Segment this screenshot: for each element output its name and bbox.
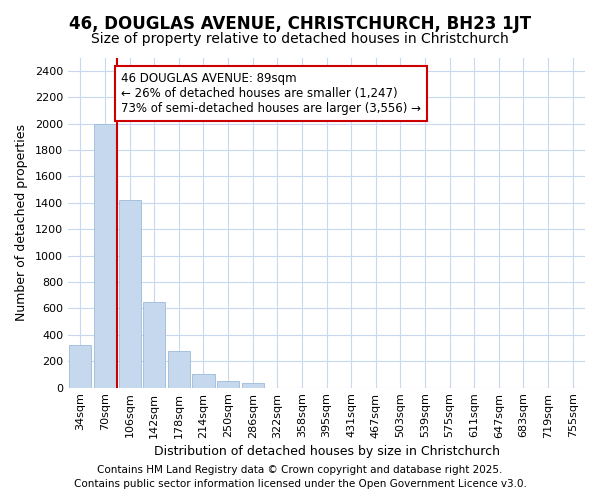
Text: 46, DOUGLAS AVENUE, CHRISTCHURCH, BH23 1JT: 46, DOUGLAS AVENUE, CHRISTCHURCH, BH23 1… [69, 15, 531, 33]
Bar [168, 350, 190, 388]
Bar [242, 383, 264, 388]
Y-axis label: Number of detached properties: Number of detached properties [15, 124, 28, 321]
Bar [69, 346, 91, 388]
Text: Contains HM Land Registry data © Crown copyright and database right 2025.
Contai: Contains HM Land Registry data © Crown c… [74, 465, 526, 489]
Bar [193, 374, 215, 388]
X-axis label: Distribution of detached houses by size in Christchurch: Distribution of detached houses by size … [154, 444, 500, 458]
Text: Size of property relative to detached houses in Christchurch: Size of property relative to detached ho… [91, 32, 509, 46]
Bar [119, 200, 140, 388]
Bar [94, 124, 116, 388]
Text: 46 DOUGLAS AVENUE: 89sqm
← 26% of detached houses are smaller (1,247)
73% of sem: 46 DOUGLAS AVENUE: 89sqm ← 26% of detach… [121, 72, 421, 115]
Bar [217, 381, 239, 388]
Bar [143, 302, 165, 388]
